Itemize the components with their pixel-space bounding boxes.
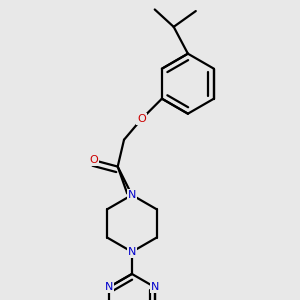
Text: N: N	[151, 282, 159, 292]
Text: N: N	[128, 190, 136, 200]
Text: N: N	[104, 282, 113, 292]
Text: O: O	[90, 155, 98, 165]
Text: N: N	[128, 247, 136, 257]
Text: O: O	[137, 114, 146, 124]
